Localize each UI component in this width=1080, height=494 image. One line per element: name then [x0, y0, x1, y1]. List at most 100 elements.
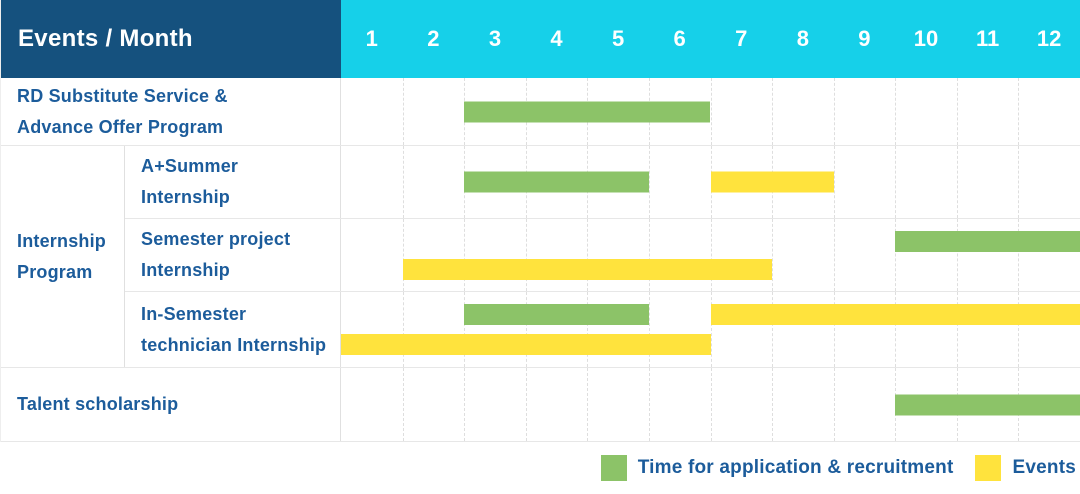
legend-item-events: Events — [975, 455, 1076, 481]
month-gridline — [772, 219, 774, 291]
row-label-text: In-Semester technician Internship — [141, 303, 327, 355]
legend-swatch-yellow — [975, 455, 1002, 481]
month-gridline — [895, 146, 897, 218]
month-gridline — [1018, 292, 1020, 367]
legend: Time for application & recruitment Event… — [0, 442, 1080, 494]
month-gridline — [587, 292, 589, 367]
month-gridline — [648, 219, 650, 291]
month-header-cell: 1 — [365, 26, 378, 51]
month-header-cell: 6 — [673, 26, 686, 51]
month-gridline — [648, 368, 650, 441]
month-gridline — [772, 292, 774, 367]
month-gridline — [895, 219, 897, 291]
month-gridline — [464, 368, 466, 441]
month-gridline — [710, 368, 712, 441]
month-gridline — [587, 219, 589, 291]
row-label-text: A+Summer Internship — [141, 156, 239, 207]
month-gridline — [402, 219, 404, 291]
internship-program-group: Internship Program A+Summer Internship S… — [1, 146, 1080, 368]
gantt-bar-yellow — [710, 304, 1080, 325]
gantt-bar-yellow — [402, 259, 773, 281]
month-gridline — [1018, 219, 1020, 291]
month-gridline — [833, 292, 835, 367]
legend-swatch-green — [600, 455, 627, 481]
table-row: RD Substitute Service & Advance Offer Pr… — [1, 78, 1080, 146]
month-header-cell: 10 — [913, 26, 939, 51]
group-label-text: Internship Program — [17, 230, 107, 282]
month-header-cell: 5 — [611, 26, 625, 51]
month-gridline — [402, 368, 404, 441]
month-gridline — [833, 146, 835, 218]
table-row: Talent scholarship — [1, 368, 1080, 442]
month-header-cell: 4 — [550, 26, 563, 51]
table-header-row: Events / Month 1 2 3 4 5 6 7 8 9 10 11 12 — [1, 0, 1080, 78]
month-header-cell: 9 — [858, 26, 871, 51]
month-gridline — [525, 219, 527, 291]
gantt-bar-green — [464, 304, 649, 325]
month-gridline — [1018, 78, 1020, 145]
month-header-cell: 12 — [1036, 26, 1062, 51]
gantt-bar-green — [895, 394, 1080, 415]
row-label-rd-substitute: RD Substitute Service & Advance Offer Pr… — [1, 78, 341, 145]
month-gridline — [1018, 146, 1020, 218]
month-gridline — [956, 292, 958, 367]
legend-label: Time for application & recruitment — [637, 457, 954, 478]
month-header-cell: 2 — [427, 26, 440, 51]
month-gridline — [833, 78, 835, 145]
month-gridline — [648, 146, 650, 218]
month-gridline — [525, 368, 527, 441]
gantt-bar-green — [464, 101, 711, 122]
month-gridline — [464, 292, 466, 367]
month-header-cell: 3 — [488, 26, 502, 51]
legend-label: Events — [1012, 457, 1076, 478]
gantt-lane — [341, 146, 1080, 218]
month-gridline — [895, 292, 897, 367]
gantt-bar-yellow — [341, 334, 711, 355]
row-label-text: Talent scholarship — [17, 394, 179, 415]
events-month-header-cell: Events / Month — [1, 0, 341, 78]
month-gridline — [710, 292, 712, 367]
row-label-text: RD Substitute Service & Advance Offer Pr… — [17, 85, 228, 137]
month-gridline — [710, 219, 712, 291]
gantt-lane — [341, 78, 1080, 145]
month-header-row: 1 2 3 4 5 6 7 8 9 10 11 12 — [341, 0, 1080, 78]
events-month-label: Events / Month — [18, 25, 193, 52]
month-gridline — [525, 292, 527, 367]
table-row: In-Semester technician Internship — [125, 292, 1080, 367]
month-header-cell: 11 — [975, 26, 1000, 51]
month-header-cell: 7 — [735, 26, 748, 51]
month-gridline — [648, 292, 650, 367]
month-gridline — [772, 78, 774, 145]
month-gridline — [587, 368, 589, 441]
gantt-table: Events / Month 1 2 3 4 5 6 7 8 9 10 11 12 RD Substi… — [0, 0, 1080, 442]
table-row: Semester project Internship — [125, 219, 1080, 292]
month-gridline — [772, 368, 774, 441]
month-gridline — [956, 219, 958, 291]
group-rows: A+Summer Internship Semester project Int… — [125, 146, 1080, 367]
row-label-talent-scholarship: Talent scholarship — [1, 368, 341, 441]
row-label-a-plus-summer: A+Summer Internship — [125, 146, 341, 218]
month-gridline — [895, 78, 897, 145]
month-gridline — [402, 146, 404, 218]
month-gridline — [833, 368, 835, 441]
gantt-lane — [341, 292, 1080, 367]
row-label-in-semester-technician: In-Semester technician Internship — [125, 292, 341, 367]
gantt-bar-green — [895, 230, 1080, 252]
gantt-lane — [341, 219, 1080, 291]
month-gridline — [402, 78, 404, 145]
month-gridline — [956, 146, 958, 218]
group-label-internship-program: Internship Program — [1, 146, 125, 367]
row-label-semester-project: Semester project Internship — [125, 219, 341, 291]
gantt-bar-yellow — [710, 171, 834, 193]
row-label-text: Semester project Internship — [141, 229, 291, 280]
gantt-bar-green — [464, 171, 649, 193]
month-gridline — [710, 78, 712, 145]
month-gridline — [464, 219, 466, 291]
month-header-cell: 8 — [796, 26, 809, 51]
legend-item-application-recruitment: Time for application & recruitment — [600, 455, 954, 481]
month-gridline — [833, 219, 835, 291]
gantt-lane — [341, 368, 1080, 441]
month-gridline — [956, 78, 958, 145]
month-gridline — [402, 292, 404, 367]
table-row: A+Summer Internship — [125, 146, 1080, 219]
